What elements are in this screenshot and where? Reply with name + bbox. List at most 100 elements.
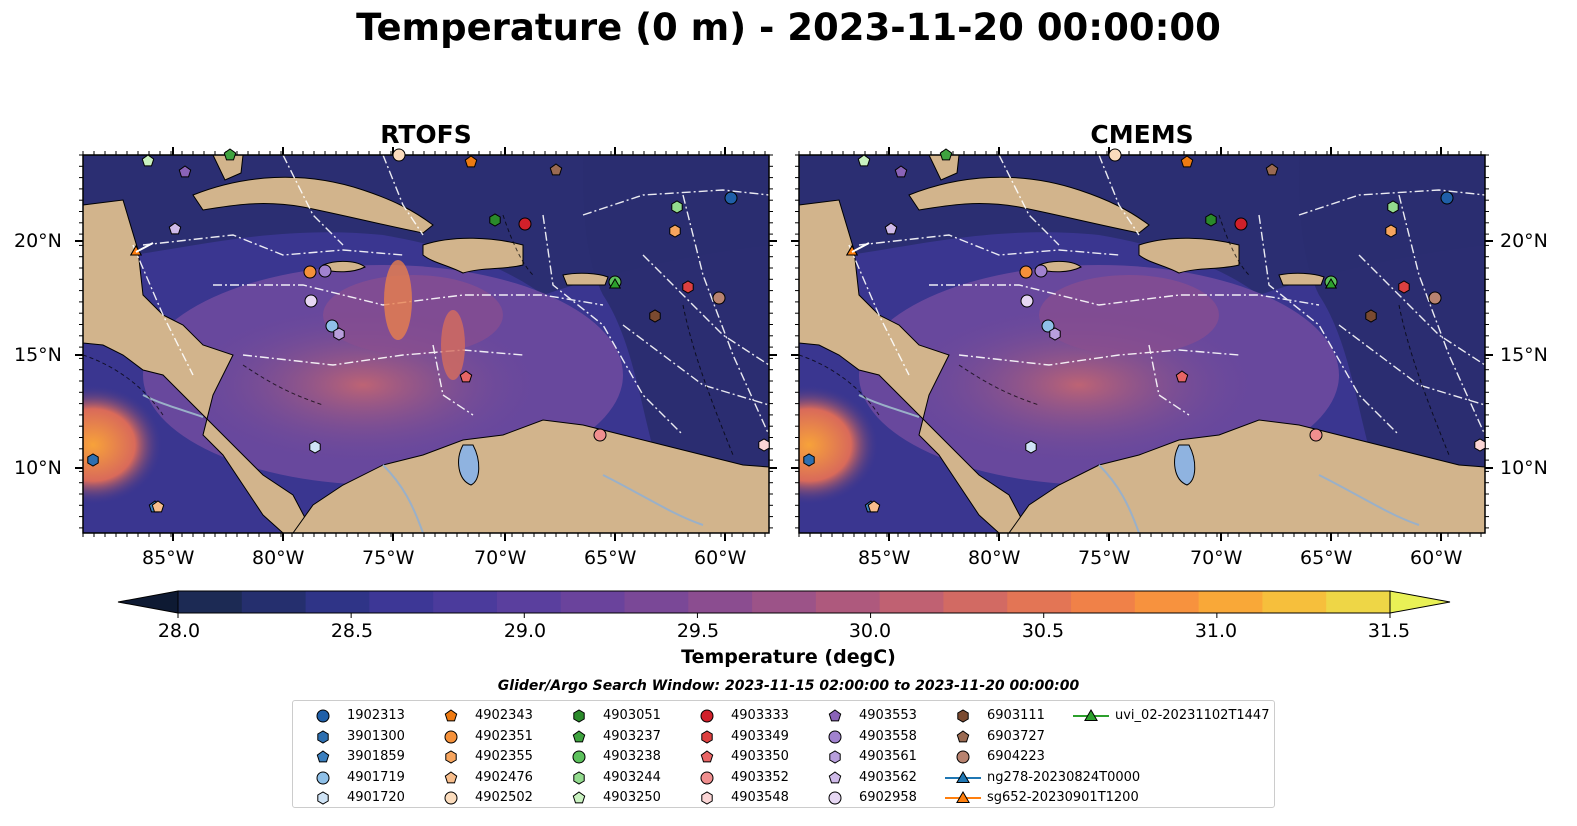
cbar-tick-28-0: 28.0 bbox=[157, 620, 201, 642]
float-marker-4903350 bbox=[459, 370, 473, 383]
triangle-marker-icon bbox=[945, 770, 981, 783]
cbar-tick-29-5: 29.5 bbox=[676, 620, 720, 642]
hexagon-marker-icon bbox=[573, 709, 585, 723]
float-marker-4903051 bbox=[1205, 213, 1217, 227]
circle-marker-icon bbox=[700, 709, 714, 723]
float-marker-4903562 bbox=[168, 222, 182, 235]
float-marker-4903558 bbox=[1034, 264, 1048, 278]
float-marker-4903562 bbox=[884, 222, 898, 235]
colorbar-segment bbox=[1071, 591, 1136, 613]
legend-label: 3901300 bbox=[347, 728, 405, 744]
float-marker-6903727 bbox=[549, 163, 563, 176]
colorbar-segment bbox=[369, 591, 434, 613]
float-marker-6903111 bbox=[1365, 309, 1377, 323]
colorbar-segment bbox=[241, 591, 307, 613]
legend-label: 1902313 bbox=[347, 708, 405, 723]
legend-label: 4903548 bbox=[731, 790, 789, 805]
float-marker-4903244 bbox=[671, 200, 683, 214]
float-marker-6902958 bbox=[304, 294, 318, 308]
hexagon-marker-icon bbox=[317, 791, 329, 805]
cbar-tick-31-0: 31.0 bbox=[1194, 620, 1238, 642]
circle-marker-icon bbox=[444, 791, 458, 805]
pentagon-marker-icon bbox=[316, 750, 330, 763]
map-panels bbox=[75, 147, 1493, 541]
legend-label: sg652-20230901T1200 bbox=[987, 790, 1139, 805]
float-marker-4903548 bbox=[1474, 438, 1486, 452]
float-marker-4903548 bbox=[758, 438, 770, 452]
float-marker-4902476 bbox=[151, 500, 165, 513]
float-marker-3901300 bbox=[803, 453, 815, 467]
float-marker-4903350 bbox=[1175, 370, 1189, 383]
pentagon-marker-icon bbox=[572, 729, 586, 742]
colorbar-extend-high bbox=[1389, 590, 1451, 614]
legend-label: 4902351 bbox=[475, 728, 533, 744]
lat-label-20n-left: 20°N bbox=[14, 230, 62, 252]
panel-title-cmems: CMEMS bbox=[1090, 120, 1194, 149]
search-window-text: Glider/Argo Search Window: 2023-11-15 02… bbox=[497, 678, 1080, 694]
legend-label: 4902343 bbox=[475, 708, 533, 723]
colorbar-segment bbox=[305, 591, 370, 613]
hexagon-marker-icon bbox=[829, 750, 841, 764]
map-cmems bbox=[799, 155, 1485, 533]
pentagon-marker-icon bbox=[700, 750, 714, 763]
hexagon-marker-icon bbox=[573, 770, 585, 785]
float-marker-1902313 bbox=[1440, 191, 1454, 205]
float-marker-4902355 bbox=[669, 224, 681, 238]
colorbar-segment bbox=[752, 591, 817, 613]
float-marker-4901719 bbox=[325, 319, 339, 333]
pentagon-marker-icon bbox=[828, 709, 842, 722]
legend-label: 4903238 bbox=[603, 749, 661, 764]
hexagon-marker-icon bbox=[701, 791, 713, 805]
legend-label: 4901720 bbox=[347, 790, 405, 805]
colorbar-segment bbox=[1262, 591, 1327, 613]
legend-label: 6903111 bbox=[987, 708, 1045, 723]
colorbar-segment bbox=[879, 591, 944, 613]
legend-label: 4902355 bbox=[475, 749, 533, 764]
circle-marker-icon bbox=[956, 750, 970, 764]
cbar-tick-30-0: 30.0 bbox=[848, 620, 892, 642]
triangle-marker-icon bbox=[1073, 709, 1109, 721]
pentagon-marker-icon bbox=[444, 709, 458, 722]
float-marker-4903561 bbox=[333, 327, 345, 341]
cbar-tick-31-5: 31.5 bbox=[1367, 620, 1411, 642]
lat-label-15n-left: 15°N bbox=[14, 344, 62, 366]
lon-label-70w-right: 70°W bbox=[1190, 547, 1243, 569]
legend-label: 4902502 bbox=[475, 790, 533, 805]
hexagon-marker-icon bbox=[957, 709, 969, 723]
circle-marker-icon bbox=[828, 730, 842, 743]
figure-title: Temperature (0 m) - 2023-11-20 00:00:00 bbox=[356, 6, 1221, 49]
float-marker-4902351 bbox=[1019, 265, 1033, 279]
lat-label-10n-right: 10°N bbox=[1500, 457, 1548, 479]
float-marker-4902502 bbox=[392, 148, 406, 162]
legend-label: 4902476 bbox=[475, 769, 533, 785]
legend-label: 4903558 bbox=[859, 728, 917, 744]
float-marker-4902343 bbox=[1180, 155, 1194, 168]
cbar-tick-30-5: 30.5 bbox=[1021, 620, 1065, 642]
lon-label-60w-right: 60°W bbox=[1410, 547, 1463, 569]
float-marker-1902313 bbox=[724, 191, 738, 205]
circle-marker-icon bbox=[828, 791, 842, 805]
legend-label: 4903237 bbox=[603, 728, 661, 744]
float-marker-uvi_02-20231102T1447 bbox=[1324, 278, 1338, 289]
legend-label: 4903349 bbox=[731, 728, 789, 744]
float-marker-4903051 bbox=[489, 213, 501, 227]
colorbar bbox=[117, 590, 1451, 618]
float-marker-4902351 bbox=[303, 265, 317, 279]
legend-label: 4903051 bbox=[603, 708, 661, 723]
lon-label-80w-right: 80°W bbox=[968, 547, 1021, 569]
glider-track bbox=[135, 242, 154, 253]
float-marker-4903333 bbox=[1234, 217, 1248, 231]
panel-title-rtofs: RTOFS bbox=[380, 120, 472, 149]
float-marker-3901300 bbox=[87, 453, 99, 467]
lon-label-60w-left: 60°W bbox=[694, 547, 747, 569]
legend-label: 4903244 bbox=[603, 769, 661, 785]
colorbar-segment bbox=[1007, 591, 1072, 613]
float-marker-6902958 bbox=[1020, 294, 1034, 308]
float-marker-4902502 bbox=[1108, 148, 1122, 162]
colorbar-segment bbox=[1134, 591, 1200, 613]
pentagon-marker-icon bbox=[444, 770, 458, 783]
float-marker-6903727 bbox=[1265, 163, 1279, 176]
legend-label: 4903352 bbox=[731, 769, 789, 785]
pentagon-marker-icon bbox=[956, 729, 970, 742]
lon-label-80w-left: 80°W bbox=[252, 547, 305, 569]
